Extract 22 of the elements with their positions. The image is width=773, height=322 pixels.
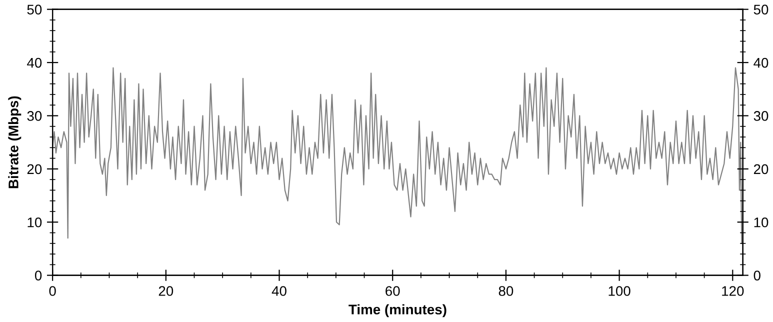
- y2-tick-label: 50: [754, 4, 768, 15]
- x-axis-title: Time (minutes): [348, 304, 446, 318]
- y-tick-label: 10: [28, 217, 42, 228]
- y-tick-label: 30: [27, 111, 42, 121]
- y2-tick-label: 0: [754, 270, 760, 280]
- x-tick-label: 80: [498, 286, 514, 296]
- y2-tick-label: 40: [754, 58, 768, 68]
- y2-tick-label: 20: [754, 164, 768, 174]
- y-tick-label: 50: [27, 4, 42, 15]
- x-tick-label: 120: [722, 286, 744, 296]
- x-tick-label: 0: [49, 286, 56, 296]
- line-series: [52, 67, 742, 244]
- x-tick-label: 40: [272, 286, 286, 296]
- y-tick-label: 40: [27, 58, 42, 68]
- x-tick-label: 20: [158, 286, 174, 296]
- y-tick-label: 20: [27, 164, 42, 174]
- y-axis-title: Bitrate (Mbps): [8, 96, 22, 188]
- y2-tick-label: 10: [754, 217, 768, 228]
- y-tick-label: 0: [34, 270, 42, 280]
- x-tick-label: 100: [608, 286, 630, 296]
- y2-tick-label: 30: [754, 111, 768, 121]
- x-tick-label: 60: [386, 286, 400, 296]
